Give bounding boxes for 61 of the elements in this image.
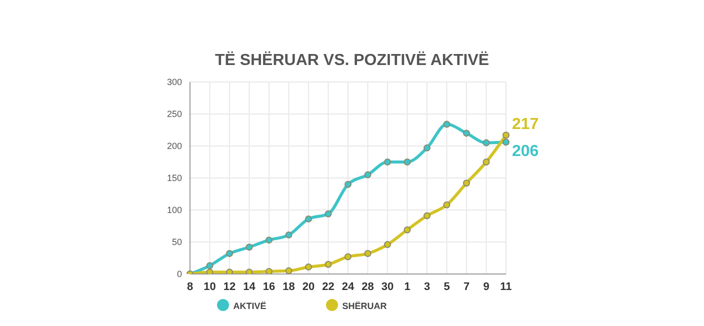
point bbox=[482, 139, 490, 146]
point bbox=[344, 180, 352, 188]
point bbox=[285, 231, 292, 238]
point bbox=[463, 180, 470, 187]
point bbox=[226, 250, 233, 258]
point bbox=[482, 158, 490, 166]
point bbox=[305, 215, 312, 222]
point bbox=[404, 226, 411, 234]
data-label: 206 bbox=[512, 143, 539, 160]
x-tick-label: 9 bbox=[483, 280, 490, 293]
point bbox=[206, 268, 214, 274]
point bbox=[206, 262, 214, 270]
x-tick-label: 28 bbox=[362, 280, 374, 293]
point bbox=[246, 268, 253, 274]
y-tick-label: 50 bbox=[172, 237, 182, 248]
point bbox=[324, 210, 332, 218]
legend-label: AKTIVË bbox=[233, 301, 266, 311]
point bbox=[246, 244, 253, 251]
x-tick-label: 8 bbox=[186, 280, 194, 293]
point bbox=[266, 268, 272, 274]
x-tick-label: 22 bbox=[322, 280, 334, 293]
point bbox=[226, 268, 233, 274]
point bbox=[443, 201, 450, 208]
y-tick-label: 0 bbox=[176, 269, 182, 280]
y-tick-label: 200 bbox=[166, 141, 182, 152]
x-tick-label: 10 bbox=[204, 280, 216, 293]
x-tick-label: 30 bbox=[381, 280, 394, 293]
point bbox=[443, 120, 450, 128]
y-tick-label: 100 bbox=[166, 205, 182, 216]
point bbox=[502, 138, 510, 146]
point bbox=[384, 241, 391, 248]
x-tick-label: 11 bbox=[500, 280, 512, 293]
point bbox=[502, 132, 510, 139]
legend-label: SHËRUAR bbox=[342, 301, 387, 311]
point bbox=[344, 253, 352, 260]
x-tick-label: 20 bbox=[302, 280, 315, 293]
point bbox=[384, 158, 391, 166]
point bbox=[424, 212, 430, 220]
x-tick-label: 12 bbox=[223, 280, 236, 293]
point bbox=[305, 263, 312, 270]
point bbox=[424, 144, 430, 152]
x-tick-label: 5 bbox=[444, 280, 450, 293]
data-label: 217 bbox=[512, 116, 539, 134]
point bbox=[364, 250, 372, 258]
x-tick-label: 3 bbox=[424, 280, 430, 293]
x-tick-label: 24 bbox=[342, 280, 355, 293]
x-tick-label: 1 bbox=[404, 280, 410, 293]
y-tick-label: 300 bbox=[166, 77, 182, 88]
chart-title: TË SHËRUAR VS. POZITIVË AKTIVË bbox=[214, 50, 490, 71]
point bbox=[463, 130, 470, 137]
point bbox=[404, 158, 411, 166]
x-tick-label: 18 bbox=[282, 280, 295, 293]
x-tick-label: 14 bbox=[243, 280, 256, 293]
x-tick-label: 16 bbox=[262, 280, 276, 293]
y-tick-label: 250 bbox=[166, 109, 182, 120]
x-tick-label: 7 bbox=[463, 280, 470, 293]
point bbox=[285, 267, 292, 274]
point bbox=[364, 171, 372, 178]
point bbox=[266, 236, 272, 244]
y-tick-label: 150 bbox=[166, 173, 182, 184]
point bbox=[324, 260, 332, 268]
